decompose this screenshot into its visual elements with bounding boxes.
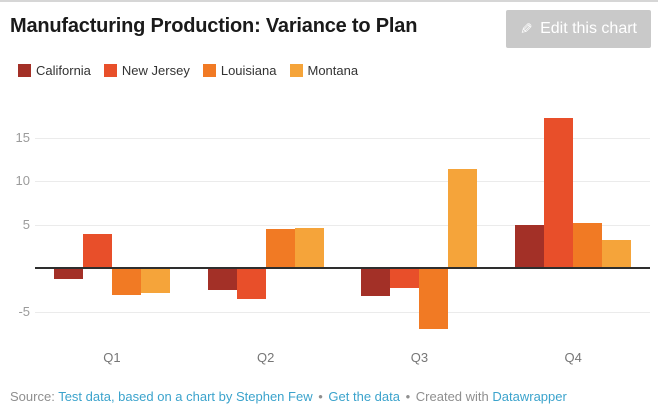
bar-california-q2[interactable]: [207, 269, 237, 290]
page-title: Manufacturing Production: Variance to Pl…: [10, 15, 418, 37]
bar-montana-q2[interactable]: [294, 227, 324, 268]
legend-item: New Jersey: [103, 63, 190, 78]
y-axis-tick-label: 5: [22, 216, 30, 232]
y-axis-tick-label: 10: [15, 173, 30, 188]
legend-swatch: [18, 64, 31, 77]
legend-label: Louisiana: [220, 63, 277, 78]
bar-california-q4[interactable]: [515, 225, 545, 268]
bar-louisiana-q3[interactable]: [419, 269, 449, 330]
pen-icon: ✎: [520, 21, 534, 38]
bar-louisiana-q2[interactable]: [265, 228, 295, 268]
bar-new-jersey-q1[interactable]: [82, 234, 112, 268]
legend-item: Louisiana: [202, 63, 277, 78]
x-axis-label-q2: Q2: [256, 350, 275, 365]
gridline: [35, 311, 650, 313]
bar-chart: -5 5 10 15 Q1 Q2 Q3 Q4: [0, 102, 658, 372]
legend: California New Jersey Louisiana Montana: [18, 63, 371, 78]
zero-baseline: [35, 267, 650, 269]
bar-new-jersey-q4[interactable]: [544, 118, 574, 268]
datawrapper-link[interactable]: Datawrapper: [492, 389, 567, 404]
bar-louisiana-q1[interactable]: [111, 269, 141, 296]
source-label: Source:: [10, 389, 55, 404]
bar-montana-q1[interactable]: [140, 269, 170, 294]
y-axis-tick-label: 15: [15, 129, 30, 145]
bar-montana-q3[interactable]: [448, 168, 478, 268]
x-axis-label-q4: Q4: [564, 350, 582, 365]
bar-california-q1[interactable]: [53, 269, 83, 279]
legend-label: California: [36, 63, 91, 78]
legend-swatch: [202, 64, 216, 77]
get-data-link[interactable]: Get the data: [328, 389, 400, 404]
legend-swatch: [289, 64, 303, 77]
gridline: [35, 224, 650, 226]
gridline: [35, 137, 650, 139]
separator: •: [405, 389, 411, 404]
x-axis-label-q1: Q1: [103, 350, 121, 365]
x-axis-label-q3: Q3: [410, 350, 429, 365]
bar-new-jersey-q3[interactable]: [390, 269, 420, 289]
created-with-label: Created with: [415, 389, 489, 404]
legend-item: Montana: [289, 63, 359, 78]
separator: •: [318, 389, 323, 404]
bar-new-jersey-q2[interactable]: [236, 269, 266, 299]
edit-chart-label: Edit this chart: [540, 20, 637, 37]
legend-label: Montana: [307, 63, 359, 78]
bar-california-q3[interactable]: [361, 269, 391, 296]
legend-swatch: [103, 64, 117, 77]
legend-label: New Jersey: [121, 63, 190, 78]
y-axis-tick-label: -5: [18, 303, 30, 319]
source-link[interactable]: Test data, based on a chart by Stephen F…: [58, 389, 313, 404]
bar-louisiana-q4[interactable]: [573, 222, 603, 268]
bar-montana-q4[interactable]: [602, 240, 632, 268]
legend-item: California: [18, 63, 91, 78]
gridline: [35, 181, 650, 182]
edit-chart-button[interactable]: ✎ Edit this chart: [506, 10, 651, 48]
footer: Source: Test data, based on a chart by S…: [10, 389, 567, 404]
